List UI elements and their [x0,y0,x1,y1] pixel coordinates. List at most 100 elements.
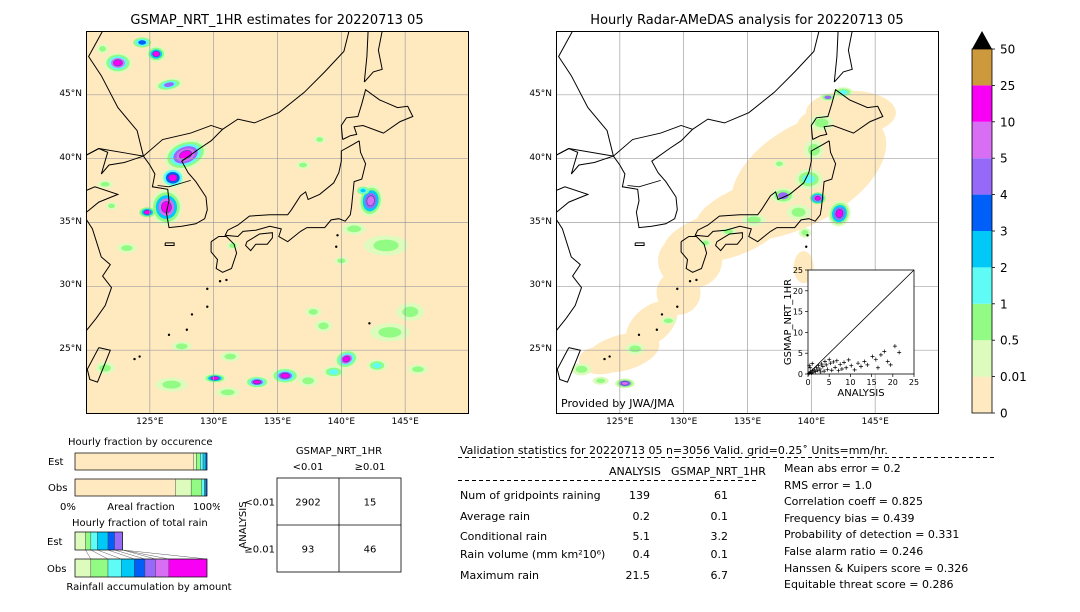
scatter-point [809,371,814,376]
lon-label: 140°E [797,417,826,427]
rain-cell-34-1 [224,353,237,360]
rain-cell-1-2 [838,90,848,95]
scatter-xlabel: ANALYSIS [837,388,884,399]
colorbar-segment-8 [972,85,992,122]
validation-row-analysis: 5.1 [632,530,651,543]
table-row-header: ≥0.01 [244,545,275,556]
colorbar-segment-9 [972,49,992,86]
total-rain-connector [122,549,169,560]
scatter-point [842,360,847,365]
validation-row-label: Num of gridpoints raining [460,489,601,502]
rain-cell-30-1 [302,377,314,385]
scatter-point [885,359,890,364]
validation-score: False alarm ratio = 0.246 [784,545,924,558]
scatter-point [852,367,857,372]
occurrence-bar-seg [193,452,197,471]
scatter-point [831,359,836,364]
table-cell: 2902 [295,498,320,509]
colorbar-segment-7 [972,121,992,159]
validation-row-analysis: 0.4 [632,548,651,561]
island-11 [368,322,371,325]
rain-cell-4-1 [99,45,106,52]
colorbar-label: 50 [1000,43,1015,57]
rain-cell-33-1 [175,343,188,350]
scatter-point [849,363,854,368]
rain-cell-16-1 [373,239,399,252]
scatter-point [897,350,902,355]
coast-taiwan [556,347,581,383]
scatter-point [870,354,875,359]
coast-honshu [694,140,837,243]
total-rain-connector [107,549,135,560]
rain-cell-23-1 [402,306,419,318]
rain-cell-17-1 [347,225,361,233]
lon-label: 130°E [669,417,698,427]
scatter-point [807,363,812,368]
rain-cell-32-1 [99,364,111,372]
table-title: GSMAP_NRT_1HR [296,446,382,457]
validation-score: Equitable threat score = 0.286 [784,578,954,592]
rain-cell-36-1 [220,389,235,396]
coast-shikoku [715,232,743,252]
validation-row-label: Average rain [460,510,530,523]
colorbar-extend-arrow [972,31,992,49]
rain-cell-12-1 [801,229,809,236]
scatter-point [828,361,833,366]
island-1 [185,328,189,331]
validation-row-gsmap: 6.7 [710,569,729,582]
table-row-header: <0.01 [244,498,275,509]
island-8 [676,287,679,291]
occurrence-bar-seg [175,478,192,497]
colorbar-label: 1 [1000,297,1008,311]
total-rain-bar-seg [107,531,115,551]
total-rain-category: Est [47,537,63,548]
scatter-diagonal [807,269,915,375]
scatter-point [825,367,830,372]
total-rain-bar-seg [144,558,156,578]
scatter-point [862,359,867,364]
lon-label: 135°E [263,417,292,427]
total-rain-connector [122,549,208,560]
scatter-xtick-label: 20 [888,378,898,387]
rain-cell-31-1 [162,380,181,389]
rain-cell-0-4 [113,59,123,67]
occurrence-bars: Est Obs 0% 100% Areal fraction [48,452,220,513]
total-rain-bar-seg [85,531,92,551]
island-9 [336,234,339,237]
right-map-title: Hourly Radar-AMeDAS analysis for 2022071… [590,13,904,28]
lon-label: 145°E [861,417,889,427]
scatter-point [807,370,812,375]
scatter-xtick-label: 25 [909,378,919,387]
occurrence-xlabel: Areal fraction [107,502,174,513]
scatter-xtick-label: 0 [805,378,810,387]
rain-cell-22-1 [378,327,402,338]
coast-china [556,31,614,333]
total-rain-bar-seg [155,558,169,578]
lon-label: 135°E [733,417,762,427]
scatter-ytick-label: 15 [793,308,803,317]
island-10 [805,245,808,248]
rain-cell-9-1 [791,207,806,217]
coast-jeju [164,242,175,246]
total-rain-connector [97,549,122,560]
island-9 [806,234,809,237]
table-row-axis-label: ANALYSIS [238,501,249,548]
scatter-point [834,358,839,363]
total-rain-connector [122,549,156,560]
colorbar-label: 5 [1000,152,1008,166]
validation-score: Hanssen & Kuipers score = 0.326 [784,561,969,575]
scatter-point [808,365,813,370]
rain-cell-26-2 [328,369,339,375]
coast-korea-russia [142,31,350,229]
total-rain-bar-seg [90,558,109,578]
scatter-point [822,369,827,374]
island-4 [603,357,606,361]
island-6 [688,280,692,283]
rain-cell-25-4 [342,355,351,363]
total-rain-connector [90,549,109,560]
scatter-point [817,367,822,372]
rain-cell-14-4 [366,195,375,207]
total-rain-bar-seg [107,558,122,578]
colorbar-segment-1 [972,340,992,377]
colorbar-label: 0 [1000,407,1008,421]
